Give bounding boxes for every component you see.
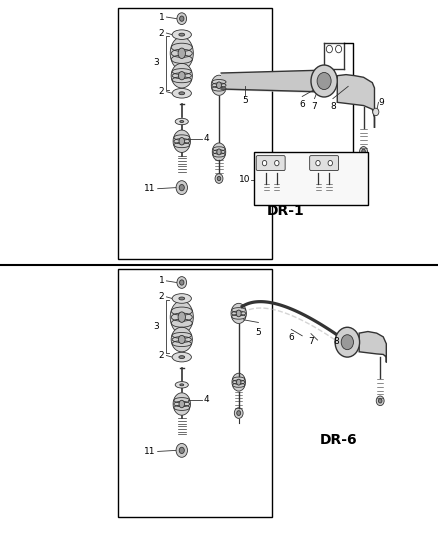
Circle shape [177, 277, 187, 288]
Text: 11: 11 [144, 447, 155, 456]
Ellipse shape [170, 301, 193, 334]
Circle shape [237, 410, 241, 416]
Ellipse shape [212, 143, 226, 161]
Ellipse shape [178, 48, 185, 59]
Ellipse shape [178, 71, 185, 80]
Text: 7: 7 [308, 337, 314, 346]
Circle shape [362, 149, 365, 154]
Ellipse shape [179, 138, 184, 145]
Ellipse shape [231, 303, 247, 324]
Text: 2: 2 [159, 351, 164, 360]
Ellipse shape [180, 384, 184, 386]
Circle shape [315, 189, 321, 197]
Text: 9: 9 [379, 98, 385, 107]
Ellipse shape [232, 373, 245, 391]
Circle shape [326, 189, 332, 197]
Text: 5: 5 [242, 96, 248, 105]
Circle shape [326, 45, 332, 53]
Circle shape [177, 13, 187, 25]
Circle shape [180, 280, 184, 285]
Circle shape [317, 191, 320, 195]
Ellipse shape [173, 393, 191, 415]
Text: DR-6: DR-6 [320, 433, 357, 447]
Text: 4: 4 [204, 395, 209, 404]
Circle shape [274, 189, 280, 197]
Circle shape [215, 174, 223, 183]
Text: 1: 1 [159, 13, 164, 21]
Ellipse shape [178, 335, 185, 344]
FancyBboxPatch shape [256, 156, 285, 171]
Circle shape [341, 335, 353, 350]
Circle shape [176, 443, 187, 457]
Ellipse shape [172, 352, 191, 362]
Ellipse shape [211, 75, 227, 95]
Text: 6: 6 [288, 333, 294, 342]
Ellipse shape [179, 297, 185, 300]
Ellipse shape [216, 82, 222, 88]
Circle shape [234, 408, 243, 418]
Ellipse shape [172, 294, 191, 303]
Circle shape [335, 327, 360, 357]
Ellipse shape [175, 118, 188, 125]
Bar [118, 8, 272, 259]
Ellipse shape [179, 92, 185, 95]
Circle shape [263, 189, 269, 197]
Circle shape [376, 396, 384, 406]
Circle shape [262, 160, 267, 166]
Ellipse shape [179, 400, 184, 408]
Circle shape [176, 181, 187, 195]
Circle shape [328, 160, 332, 166]
Circle shape [179, 447, 184, 454]
Circle shape [217, 176, 221, 181]
FancyBboxPatch shape [310, 156, 339, 171]
Text: DR-1: DR-1 [267, 204, 305, 217]
Circle shape [336, 45, 342, 53]
Polygon shape [337, 75, 374, 128]
Ellipse shape [171, 327, 192, 352]
Circle shape [317, 72, 331, 90]
Circle shape [275, 160, 279, 166]
Text: 2: 2 [159, 87, 164, 96]
Text: 11: 11 [144, 184, 155, 193]
Ellipse shape [179, 33, 185, 36]
Ellipse shape [170, 37, 193, 70]
Ellipse shape [178, 312, 185, 322]
Text: 2: 2 [159, 29, 164, 37]
Ellipse shape [175, 382, 188, 388]
Text: 8: 8 [333, 337, 339, 346]
Ellipse shape [217, 149, 221, 155]
Text: 1: 1 [159, 277, 164, 285]
Bar [254, 152, 368, 205]
Ellipse shape [172, 30, 191, 39]
Text: 6: 6 [299, 100, 305, 109]
Text: 3: 3 [153, 59, 159, 67]
Circle shape [179, 184, 184, 191]
Circle shape [373, 108, 379, 116]
Text: 4: 4 [204, 134, 209, 143]
Circle shape [276, 191, 278, 195]
Text: 10: 10 [239, 175, 251, 184]
Text: 3: 3 [153, 322, 159, 331]
Ellipse shape [172, 88, 191, 98]
Circle shape [265, 191, 268, 195]
Circle shape [328, 191, 330, 195]
Ellipse shape [180, 120, 184, 123]
Ellipse shape [171, 63, 192, 88]
Text: 5: 5 [255, 328, 261, 337]
Ellipse shape [236, 310, 241, 317]
Polygon shape [359, 332, 386, 362]
Ellipse shape [179, 356, 185, 359]
Circle shape [316, 160, 320, 166]
Bar [118, 269, 272, 517]
Text: 7: 7 [311, 102, 318, 111]
Ellipse shape [237, 379, 241, 385]
Circle shape [180, 16, 184, 21]
Text: 2: 2 [159, 293, 164, 301]
Ellipse shape [173, 130, 191, 152]
Text: 8: 8 [330, 102, 336, 111]
Circle shape [378, 399, 382, 403]
Circle shape [311, 65, 337, 97]
Circle shape [360, 147, 367, 156]
